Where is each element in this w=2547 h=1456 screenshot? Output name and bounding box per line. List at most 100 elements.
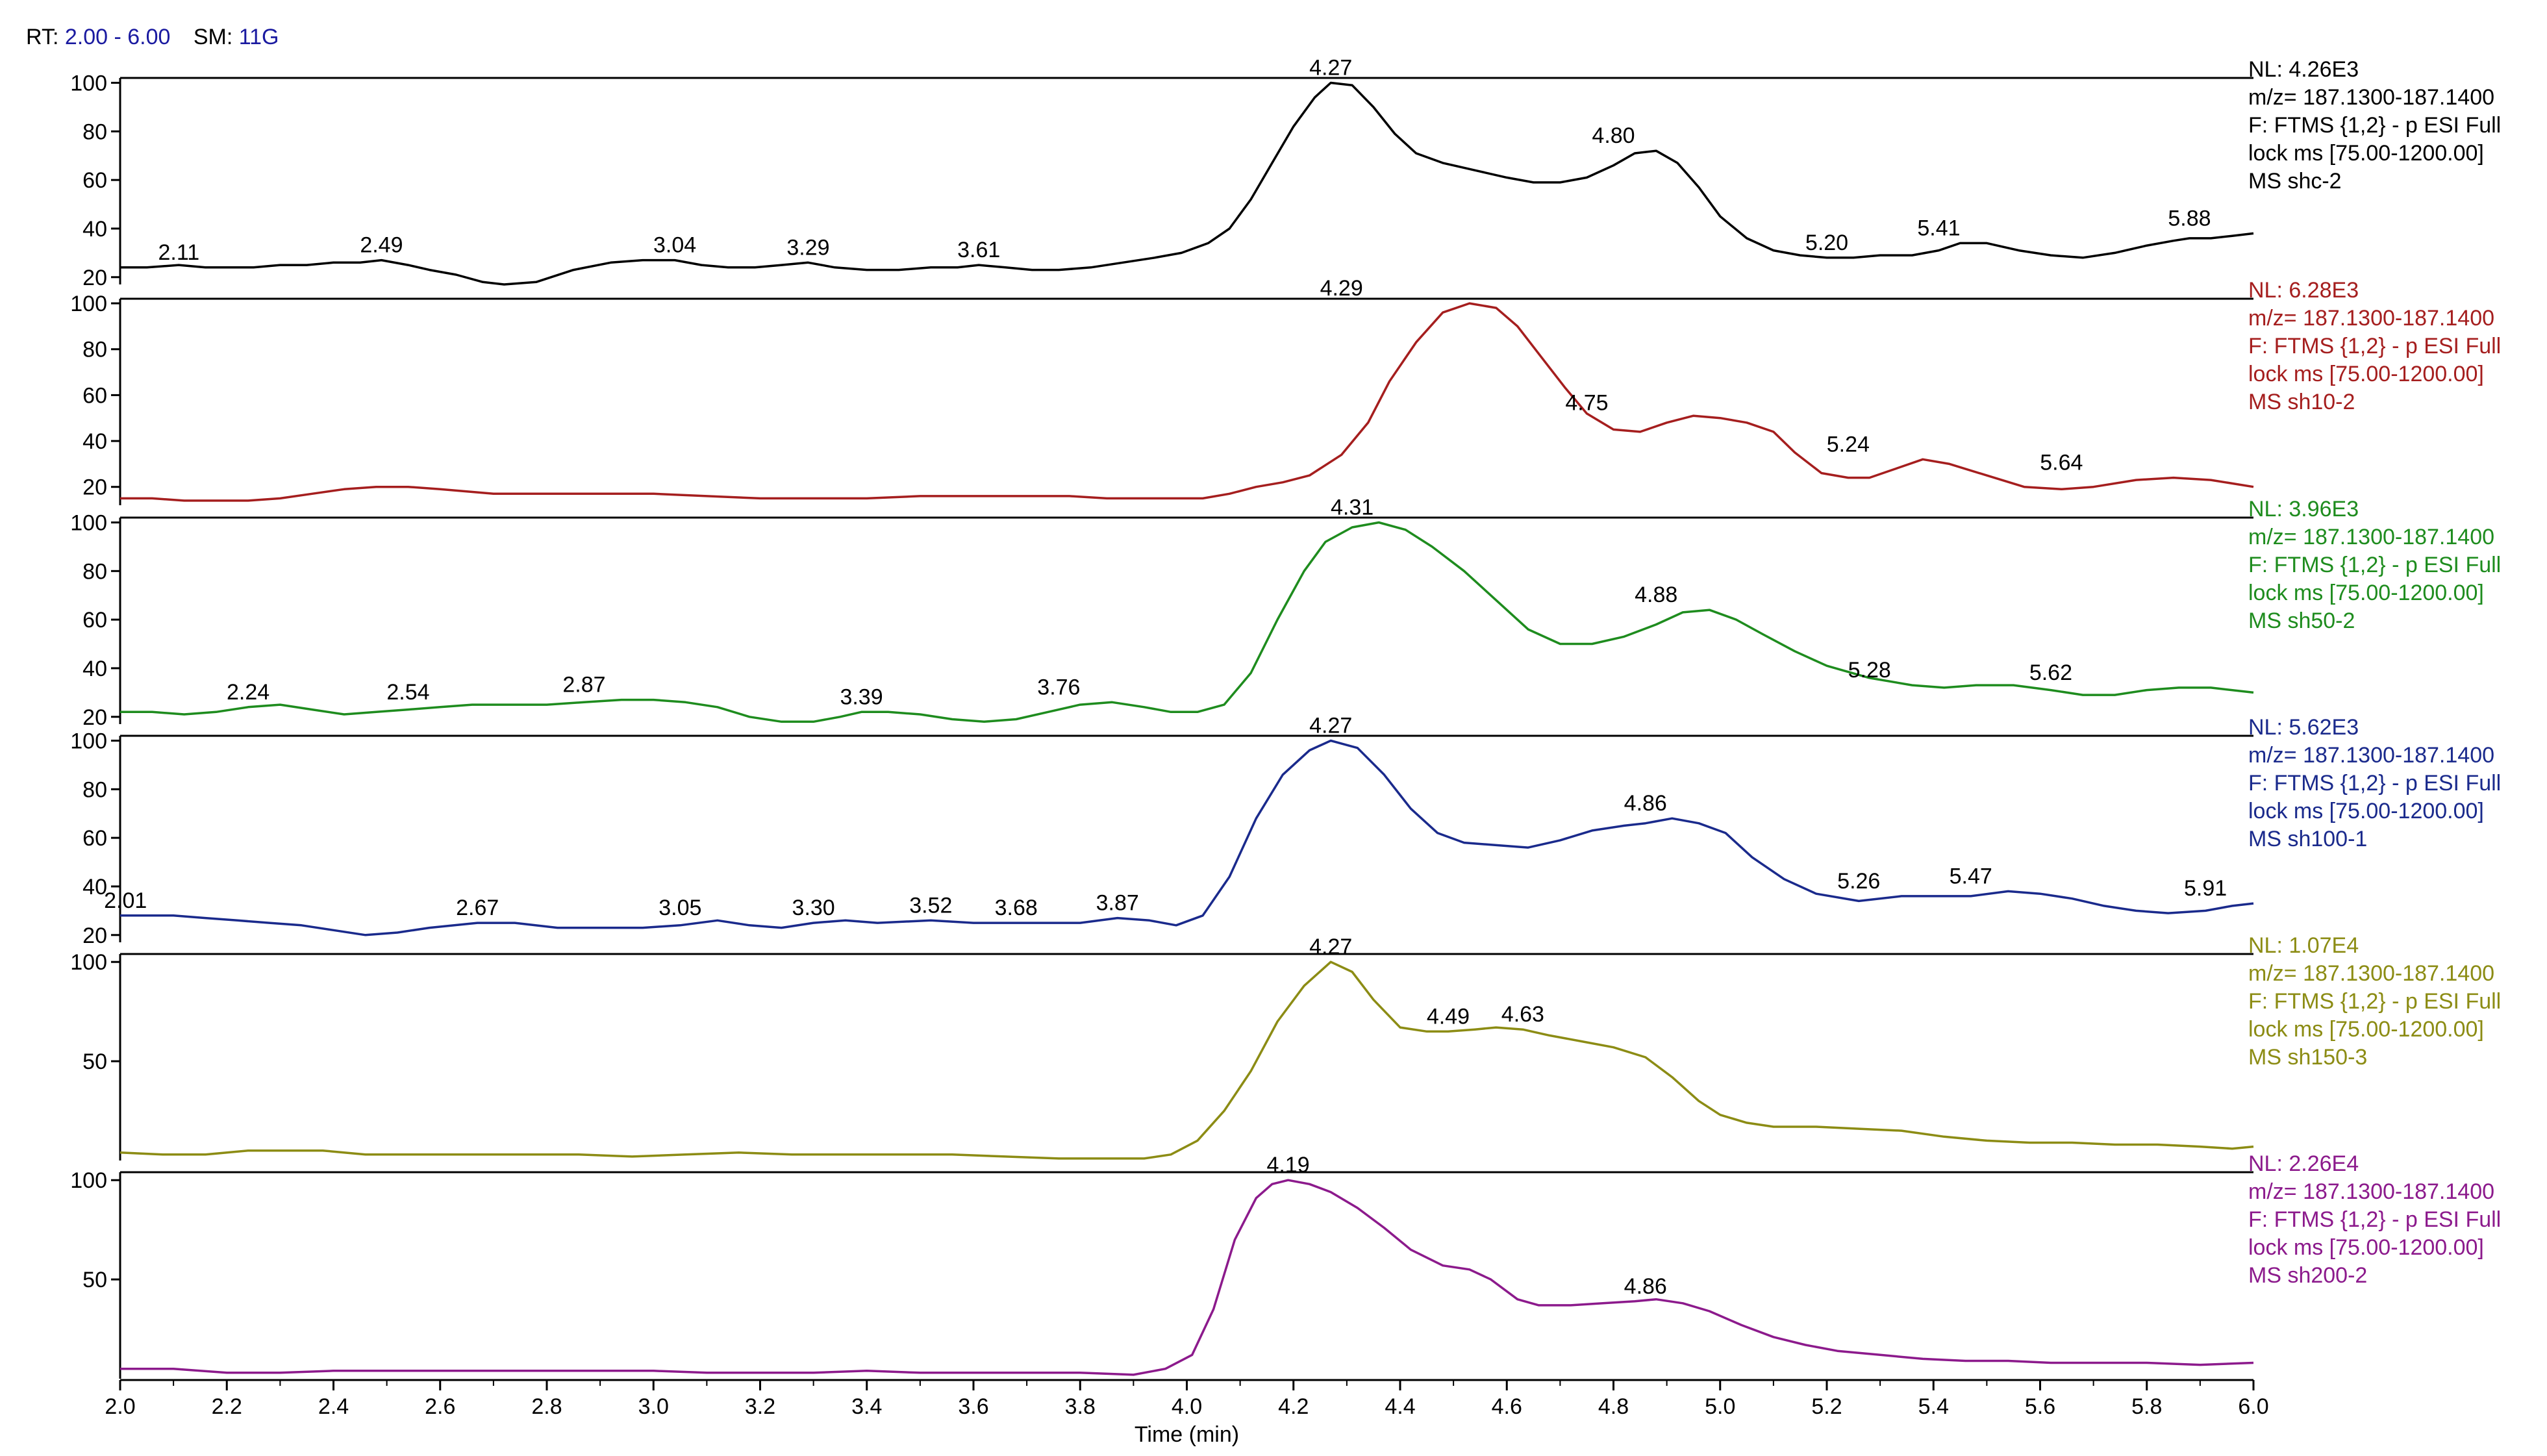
x-tick-label: 5.4 <box>1918 1394 1949 1419</box>
panel-info-line: F: FTMS {1,2} - p ESI Full <box>2248 334 2501 358</box>
series-line-ms-sh100-1 <box>120 739 2254 936</box>
panel-info-line: NL: 1.07E4 <box>2248 933 2359 958</box>
peak-label: 5.28 <box>1848 658 1891 683</box>
peak-label: 2.54 <box>386 680 429 705</box>
x-tick-label: 3.4 <box>851 1394 882 1419</box>
y-tick-label: 100 <box>70 950 107 975</box>
peak-label: 2.24 <box>227 680 270 705</box>
y-tick-label: 80 <box>82 119 107 144</box>
y-tick-label: 80 <box>82 777 107 802</box>
peak-label: 5.62 <box>2029 660 2072 685</box>
panel-info-line: MS sh200-2 <box>2248 1263 2367 1288</box>
peak-label: 3.04 <box>653 233 696 258</box>
y-tick-label: 60 <box>82 383 107 408</box>
peak-label: 3.87 <box>1096 891 1139 916</box>
peak-label: 2.01 <box>104 888 147 913</box>
panel-info-line: lock ms [75.00-1200.00] <box>2248 799 2484 823</box>
panel-info-line: lock ms [75.00-1200.00] <box>2248 362 2484 386</box>
peak-label: 2.67 <box>456 896 499 920</box>
panel-info-line: MS sh150-3 <box>2248 1045 2367 1070</box>
panel-info-line: m/z= 187.1300-187.1400 <box>2248 525 2494 549</box>
peak-label: 4.88 <box>1635 583 1677 607</box>
y-tick-label: 100 <box>70 292 107 316</box>
series-line-ms-sh200-2 <box>120 1179 2254 1376</box>
peak-label: 5.47 <box>1950 864 1992 888</box>
y-tick-label: 20 <box>82 475 107 500</box>
y-tick-label: 40 <box>82 429 107 454</box>
x-tick-label: 4.4 <box>1385 1394 1415 1419</box>
peak-label: 2.49 <box>360 233 403 258</box>
panel-info-line: m/z= 187.1300-187.1400 <box>2248 306 2494 331</box>
peak-label: 5.64 <box>2040 451 2083 475</box>
peak-label: 3.61 <box>957 238 1000 262</box>
y-tick-label: 50 <box>82 1049 107 1074</box>
x-tick-label: 3.8 <box>1065 1394 1096 1419</box>
peak-label: 3.39 <box>840 684 883 709</box>
peak-label: 4.27 <box>1309 713 1352 738</box>
x-tick-label: 2.2 <box>212 1394 242 1419</box>
peak-label: 4.27 <box>1309 935 1352 959</box>
panel-info-line: F: FTMS {1,2} - p ESI Full <box>2248 113 2501 138</box>
rt-label: RT: <box>26 25 59 49</box>
panel-info-line: m/z= 187.1300-187.1400 <box>2248 961 2494 986</box>
panel-info-line: MS sh100-1 <box>2248 827 2367 851</box>
x-tick-label: 2.8 <box>531 1394 562 1419</box>
y-tick-label: 40 <box>82 657 107 681</box>
peak-label: 3.05 <box>659 896 701 920</box>
series-line-ms-sh10-2 <box>120 302 2254 502</box>
peak-label: 4.31 <box>1331 495 1374 520</box>
x-tick-label: 4.0 <box>1172 1394 1202 1419</box>
panel-info-line: NL: 2.26E4 <box>2248 1151 2359 1176</box>
y-tick-label: 40 <box>82 217 107 242</box>
peak-label: 5.24 <box>1827 432 1870 457</box>
panel-info-line: NL: 3.96E3 <box>2248 497 2359 521</box>
rt-value: 2.00 - 6.00 <box>64 25 171 49</box>
peak-label: 3.68 <box>995 896 1038 920</box>
peak-label: 4.80 <box>1592 123 1635 148</box>
peak-label: 2.11 <box>158 240 200 265</box>
panel-info-line: m/z= 187.1300-187.1400 <box>2248 85 2494 110</box>
chromatogram-panel-6: 100 50 4.19 4.86 NL: 2.26E4 m/z= 187.1300-187… <box>70 1151 2501 1379</box>
y-tick-label: 100 <box>70 729 107 753</box>
y-tick-label: 80 <box>82 559 107 584</box>
x-tick-label: 3.2 <box>745 1394 775 1419</box>
y-tick-label: 60 <box>82 608 107 633</box>
panel-info-line: F: FTMS {1,2} - p ESI Full <box>2248 989 2501 1014</box>
peak-label: 4.63 <box>1501 1002 1544 1027</box>
x-tick-label: 2.0 <box>105 1394 135 1419</box>
panel-info-line: MS shc-2 <box>2248 169 2342 194</box>
y-tick-label: 60 <box>82 826 107 851</box>
x-tick-label: 3.6 <box>958 1394 988 1419</box>
peak-label: 4.29 <box>1320 276 1363 301</box>
panel-info-line: MS sh10-2 <box>2248 390 2355 414</box>
x-tick-label: 3.0 <box>638 1394 669 1419</box>
y-tick-label: 20 <box>82 266 107 290</box>
x-tick-label: 4.8 <box>1598 1394 1629 1419</box>
panel-info-line: lock ms [75.00-1200.00] <box>2248 1235 2484 1260</box>
chromatogram-panel-5: 100 50 4.27 4.49 4.63 NL: 1.07E4 m/z= 187.1300… <box>70 933 2501 1161</box>
x-tick-label: 5.2 <box>1811 1394 1842 1419</box>
chromatogram-panel-1: 100 80 60 40 20 2.11 2.49 3.04 3.29 3.61 4.27 4.80 5… <box>70 55 2501 290</box>
panel-info-line: F: FTMS {1,2} - p ESI Full <box>2248 771 2501 796</box>
panel-info-line: m/z= 187.1300-187.1400 <box>2248 743 2494 768</box>
peak-label: 3.52 <box>909 893 952 918</box>
series-line-ms-shc-2 <box>120 81 2254 286</box>
x-axis-label: Time (min) <box>1135 1422 1239 1447</box>
y-tick-label: 20 <box>82 705 107 730</box>
y-tick-label: 40 <box>82 875 107 899</box>
y-tick-label: 50 <box>82 1268 107 1292</box>
x-tick-label: 5.6 <box>2025 1394 2055 1419</box>
peak-label: 5.20 <box>1805 231 1848 255</box>
peak-label: 4.27 <box>1309 55 1352 80</box>
peak-label: 2.87 <box>562 673 605 697</box>
panel-info-line: lock ms [75.00-1200.00] <box>2248 1017 2484 1042</box>
panel-info-line: NL: 4.26E3 <box>2248 57 2359 82</box>
x-tick-label: 4.6 <box>1492 1394 1522 1419</box>
series-line-ms-sh150-3 <box>119 960 2254 1160</box>
chromatogram-panel-2: 100 80 60 40 20 4.29 4.75 5.24 5.64 NL: 6.28E3 m/z… <box>70 276 2501 505</box>
y-tick-label: 20 <box>82 923 107 948</box>
peak-label: 5.88 <box>2168 206 2211 231</box>
y-tick-label: 80 <box>82 338 107 362</box>
panel-info-line: lock ms [75.00-1200.00] <box>2248 141 2484 166</box>
